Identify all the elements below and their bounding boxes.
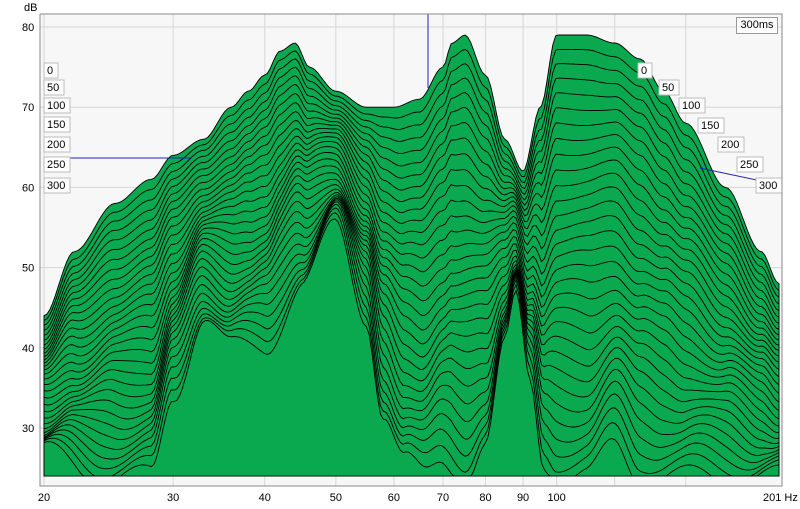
time-label-box — [637, 62, 653, 79]
time-label-box — [43, 62, 59, 79]
time-label-box — [43, 116, 71, 133]
time-readout: 300ms — [736, 17, 778, 34]
x-tick-label: 20 — [38, 492, 50, 504]
x-tick-label: 201 Hz — [763, 492, 798, 504]
x-tick-label: 100 — [547, 492, 565, 504]
x-tick-label: 70 — [437, 492, 449, 504]
time-label: 100 — [47, 100, 65, 112]
time-label: 250 — [47, 159, 65, 171]
waterfall-slices — [43, 34, 780, 477]
waterfall-slice — [43, 218, 780, 477]
time-label-box — [678, 97, 706, 114]
time-label: 150 — [701, 120, 719, 132]
x-axis: 20 30 40 50 60 70 80 90 100 201 Hz — [38, 492, 798, 504]
time-label-box — [717, 136, 745, 153]
x-tick-label: 80 — [479, 492, 491, 504]
time-label: 300 — [759, 180, 777, 192]
y-tick-label: 40 — [22, 343, 34, 355]
x-tick-label: 50 — [330, 492, 342, 504]
time-label-box — [43, 79, 65, 96]
time-label-box — [43, 97, 71, 114]
time-label-box — [658, 79, 680, 96]
y-tick-label: 60 — [22, 182, 34, 194]
time-label-box — [43, 177, 71, 194]
y-axis-unit: dB — [24, 2, 37, 14]
time-label: 250 — [740, 159, 758, 171]
y-tick-label: 50 — [22, 263, 34, 275]
time-label: 200 — [47, 139, 65, 151]
time-label: 50 — [47, 82, 59, 94]
time-label: 100 — [682, 100, 700, 112]
y-tick-label: 70 — [22, 102, 34, 114]
time-label: 200 — [721, 139, 739, 151]
y-tick-label: 80 — [22, 22, 34, 34]
x-tick-label: 30 — [167, 492, 179, 504]
time-label: 50 — [662, 82, 674, 94]
y-axis: dB 80 70 60 50 40 30 — [22, 2, 37, 435]
time-label: 0 — [641, 65, 647, 77]
plot-frame — [39, 13, 783, 487]
time-label: 150 — [47, 119, 65, 131]
time-label-box — [43, 136, 71, 153]
time-label-box — [736, 156, 764, 173]
time-label-box — [43, 156, 71, 173]
time-label: 300 — [47, 180, 65, 192]
time-label: 0 — [47, 65, 53, 77]
y-tick-label: 30 — [22, 423, 34, 435]
x-tick-label: 60 — [388, 492, 400, 504]
x-tick-label: 40 — [259, 492, 271, 504]
x-tick-label: 90 — [517, 492, 529, 504]
time-label-box — [697, 117, 725, 134]
